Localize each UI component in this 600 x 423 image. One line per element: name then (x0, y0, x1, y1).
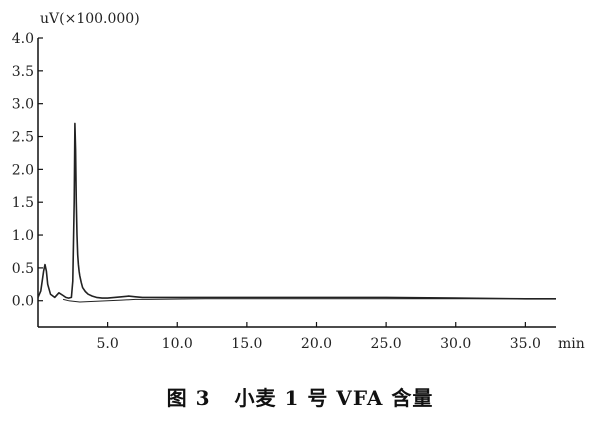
x-tick-label: 35.0 (510, 336, 541, 352)
x-tick-label: 15.0 (231, 336, 262, 352)
y-tick-label: 2.5 (12, 130, 34, 146)
x-axis-unit-label: min (558, 336, 585, 352)
y-tick-label: 2.0 (12, 162, 34, 178)
y-tick-label: 1.5 (12, 195, 34, 211)
y-tick-label: 3.0 (12, 97, 34, 113)
x-tick-label: 25.0 (371, 336, 402, 352)
chromatogram-trace (62, 298, 556, 303)
y-tick-label: 4.0 (12, 31, 34, 47)
y-tick-label: 1.0 (12, 228, 34, 244)
figure-caption: 图 3 小麦 1 号 VFA 含量 (0, 382, 600, 411)
x-tick-label: 30.0 (440, 336, 471, 352)
figure-number: 图 3 (166, 386, 211, 410)
x-tick-label: 5.0 (96, 336, 118, 352)
y-axis-unit-label: uV(×100.000) (40, 11, 140, 27)
figure-title: 小麦 1 号 VFA 含量 (234, 386, 434, 410)
chromatogram-trace (37, 122, 556, 300)
y-tick-label: 0.5 (12, 261, 34, 277)
x-tick-label: 20.0 (301, 336, 332, 352)
y-tick-label: 0.0 (12, 294, 34, 310)
y-tick-label: 3.5 (12, 64, 34, 80)
x-tick-label: 10.0 (162, 336, 193, 352)
